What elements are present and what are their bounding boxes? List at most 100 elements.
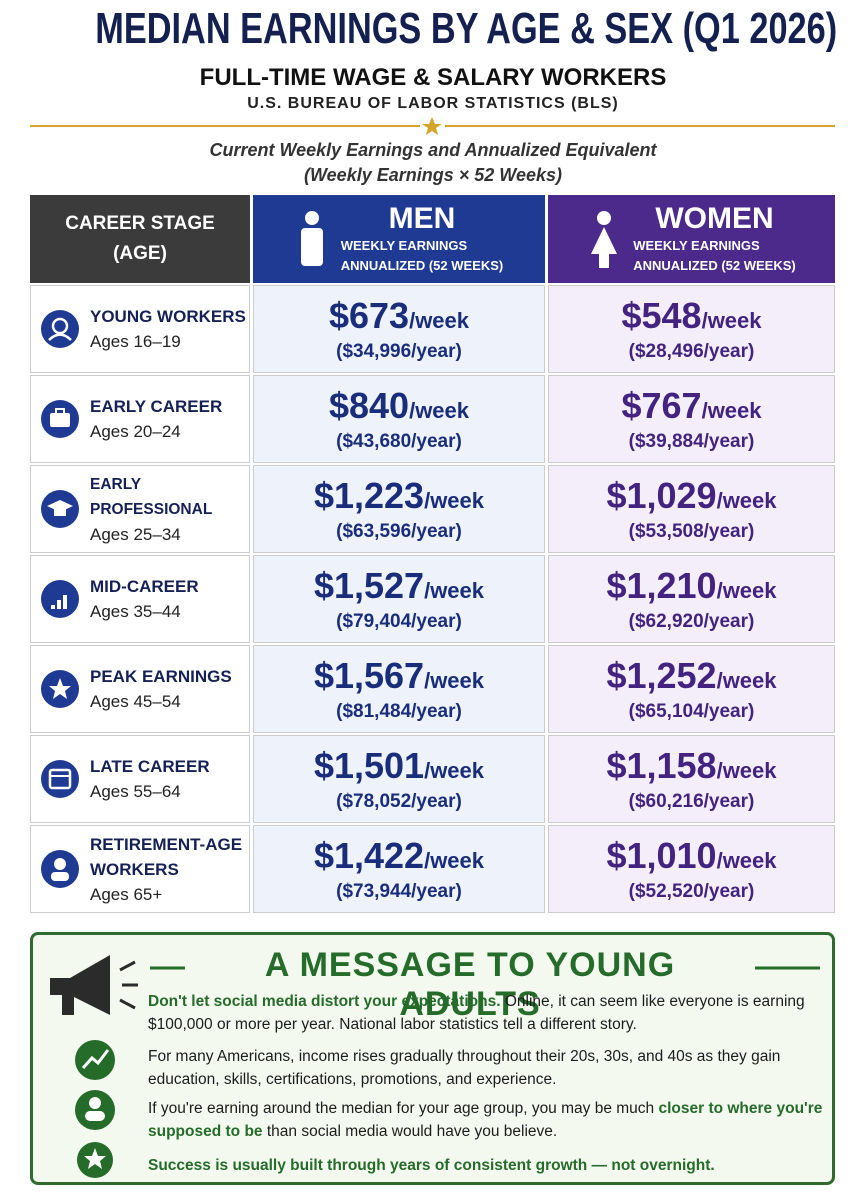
weekly-unit: /week	[716, 488, 777, 513]
men-header: MEN WEEKLY EARNINGS ANNUALIZED (52 WEEKS)	[253, 195, 545, 283]
men-cell: $1,567/week ($81,484/year)	[253, 645, 545, 733]
women-cell: $1,210/week ($62,920/year)	[548, 555, 835, 643]
stage-text: MID-CAREER Ages 35–44	[90, 574, 199, 624]
megaphone-handle	[62, 995, 74, 1015]
weekly-unit: /week	[716, 758, 777, 783]
weekly-value: $548	[621, 295, 702, 336]
stage-cell: LATE CAREER Ages 55–64	[30, 735, 250, 823]
weekly-unit: /week	[424, 488, 485, 513]
body	[300, 228, 323, 266]
annual-value: ($81,484/year)	[336, 701, 462, 722]
stage-text: RETIREMENT-AGE WORKERS Ages 65+	[90, 832, 242, 907]
stage-icon	[41, 490, 79, 528]
stage-text: EARLY PROFESSIONAL Ages 25–34	[90, 472, 249, 547]
megaphone-icon	[50, 955, 138, 1015]
weekly-unit: /week	[424, 758, 485, 783]
weekly-value: $1,010	[606, 835, 717, 876]
stage-icon	[41, 580, 79, 618]
message-text: closer to where you're supposed to be	[148, 1100, 823, 1140]
glyph	[51, 872, 69, 881]
message-text: Success is usually built through years o…	[148, 1157, 715, 1174]
glyph	[55, 408, 65, 415]
stage-cell: PEAK EARNINGS Ages 45–54	[30, 645, 250, 733]
title: MEDIAN EARNINGS BY AGE & SEX (Q1 2026)	[95, 4, 838, 53]
person-glyph	[89, 1097, 101, 1109]
table: CAREER STAGE (AGE) MEN WEEKLY EARNINGS ANNUA…	[30, 195, 835, 913]
weekly-unit: /week	[424, 668, 485, 693]
stage-name: EARLY PROFESSIONAL	[90, 475, 213, 518]
icon-circle	[41, 580, 79, 618]
weekly-value: $1,422	[313, 835, 425, 876]
stage-cell: YOUNG WORKERS Ages 16–19	[30, 285, 250, 373]
weekly-line: $840/week	[329, 385, 469, 427]
women-cell: $548/week ($28,496/year)	[548, 285, 835, 373]
person-icon	[75, 1090, 115, 1130]
weekly-value: $1,567	[313, 655, 425, 696]
ages: Ages 20–24	[90, 422, 181, 441]
annual-value: ($43,680/year)	[336, 431, 462, 452]
sound-line	[119, 960, 136, 972]
weekly-unit: /week	[409, 398, 470, 423]
stage-name: LATE CAREER	[90, 757, 210, 776]
weekly-value: $1,210	[606, 565, 717, 606]
glyph	[48, 768, 72, 790]
weekly-line: $1,029/week	[606, 475, 776, 517]
weekly-value: $767	[621, 385, 702, 426]
stage-icon	[41, 670, 79, 708]
annual-value: ($73,944/year)	[336, 881, 462, 902]
weekly-value: $1,223	[313, 475, 425, 516]
description: Current Weekly Earnings and Annualized E…	[209, 140, 657, 160]
head	[304, 211, 319, 225]
glyph	[51, 605, 55, 609]
person-icon	[591, 211, 618, 268]
message-paragraph: For many Americans, income rises gradual…	[148, 1045, 828, 1091]
stage-cell: EARLY PROFESSIONAL Ages 25–34	[30, 465, 250, 553]
annual-value: ($63,596/year)	[336, 521, 462, 542]
men-cell: $1,501/week ($78,052/year)	[253, 735, 545, 823]
weekly-line: $767/week	[621, 385, 761, 427]
header-label: WOMEN	[655, 202, 774, 235]
weekly-line: $1,527/week	[314, 565, 484, 607]
stage-name: RETIREMENT-AGE	[90, 834, 243, 854]
person-glyph	[85, 1111, 105, 1121]
stage-name: MID-CAREER	[90, 577, 199, 596]
message-decor	[50, 955, 820, 1178]
megaphone	[50, 955, 110, 1015]
icon-circle	[41, 760, 79, 798]
weekly-line: $1,422/week	[314, 835, 484, 877]
message-paragraph: Success is usually built through years o…	[148, 1154, 828, 1177]
women-cell: $1,029/week ($53,508/year)	[548, 465, 835, 553]
glyph	[54, 858, 66, 870]
star-glyph	[84, 1148, 106, 1169]
stage-icon	[41, 850, 79, 888]
stage-text: PEAK EARNINGS Ages 45–54	[90, 664, 232, 714]
weekly-unit: /week	[716, 668, 777, 693]
glyph	[63, 595, 67, 609]
glyph	[49, 678, 71, 699]
header-label: MEN	[388, 202, 456, 235]
weekly-value: $1,527	[313, 565, 425, 606]
weekly-line: $548/week	[621, 295, 761, 337]
women-cell: $767/week ($39,884/year)	[548, 375, 835, 463]
glyph	[57, 600, 61, 609]
women-cell: $1,252/week ($65,104/year)	[548, 645, 835, 733]
divider	[30, 117, 835, 135]
header-line: ANNUALIZED (52 WEEKS)	[633, 258, 796, 273]
stage-text: LATE CAREER Ages 55–64	[90, 754, 210, 804]
ages: Ages 45–54	[90, 692, 181, 711]
stage-icon	[41, 760, 79, 798]
sound-line	[119, 998, 136, 1010]
ages: Ages 55–64	[90, 782, 181, 801]
weekly-value: $840	[328, 385, 410, 426]
weekly-unit: /week	[409, 308, 470, 333]
person-icon	[300, 211, 323, 266]
annual-value: ($39,884/year)	[628, 431, 755, 452]
header-text: CAREER STAGE	[65, 213, 215, 234]
weekly-line: $1,501/week	[314, 745, 484, 787]
stage-text: YOUNG WORKERS Ages 16–19	[90, 304, 246, 354]
weekly-line: $1,567/week	[314, 655, 484, 697]
ages: Ages 25–34	[90, 524, 181, 544]
annual-value: ($62,920/year)	[628, 611, 755, 632]
header-block: MEN WEEKLY EARNINGS ANNUALIZED (52 WEEKS)	[341, 202, 504, 276]
weekly-line: $1,210/week	[606, 565, 776, 607]
